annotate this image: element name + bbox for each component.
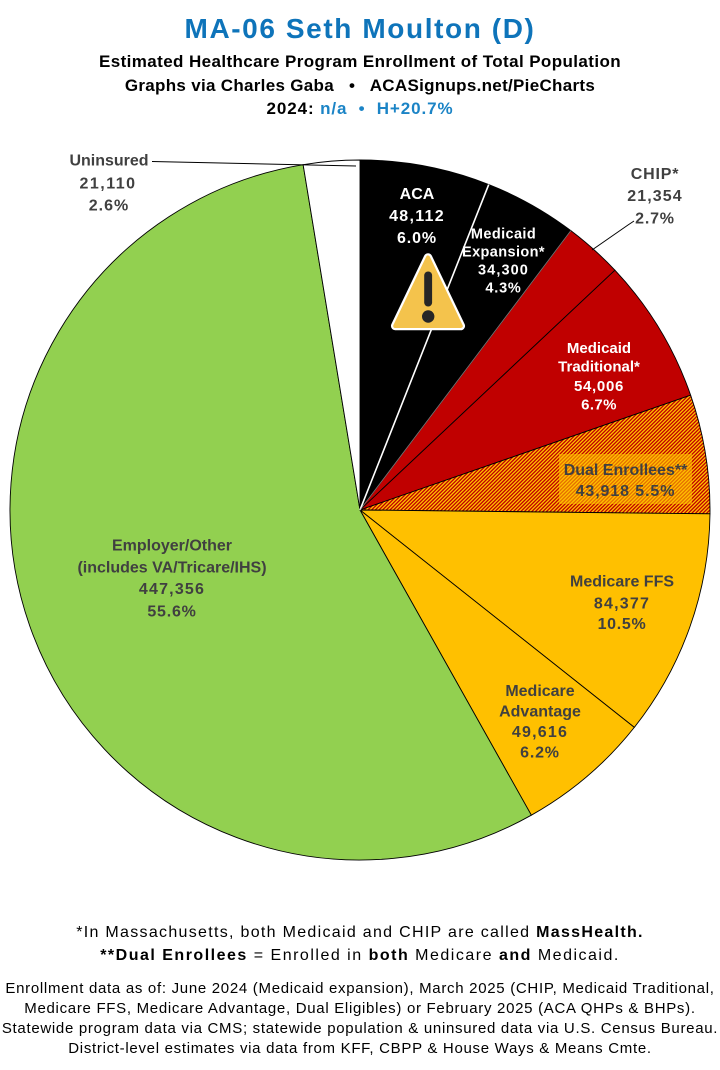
svg-text:CHIP*: CHIP* xyxy=(631,166,679,183)
svg-text:Medicare FFS: Medicare FFS xyxy=(570,574,674,591)
svg-text:Medicaid: Medicaid xyxy=(471,227,536,243)
svg-text:Medicaid: Medicaid xyxy=(567,340,631,357)
svg-text:2.7%: 2.7% xyxy=(635,210,675,227)
svg-text:Employer/Other: Employer/Other xyxy=(112,538,232,555)
svg-text:49,616: 49,616 xyxy=(512,724,568,741)
svg-text:84,377: 84,377 xyxy=(594,596,650,613)
svg-text:(includes VA/Tricare/IHS): (includes VA/Tricare/IHS) xyxy=(77,560,266,577)
svg-text:34,300: 34,300 xyxy=(478,263,529,279)
svg-text:6.0%: 6.0% xyxy=(397,230,437,247)
svg-text:54,006: 54,006 xyxy=(574,378,624,395)
svg-text:6.7%: 6.7% xyxy=(581,397,617,414)
svg-text:Dual Enrollees**: Dual Enrollees** xyxy=(564,462,688,479)
svg-text:ACA: ACA xyxy=(400,186,435,203)
svg-text:447,356: 447,356 xyxy=(139,581,205,598)
svg-text:Expansion*: Expansion* xyxy=(462,245,545,261)
svg-text:21,354: 21,354 xyxy=(627,188,683,205)
svg-text:Advantage: Advantage xyxy=(499,704,581,721)
svg-text:10.5%: 10.5% xyxy=(598,616,647,633)
svg-text:6.2%: 6.2% xyxy=(520,745,560,762)
svg-text:48,112: 48,112 xyxy=(389,208,445,225)
svg-text:Uninsured: Uninsured xyxy=(69,153,148,170)
svg-text:55.6%: 55.6% xyxy=(147,604,196,621)
svg-text:21,110: 21,110 xyxy=(79,176,136,193)
svg-text:43,918 5.5%: 43,918 5.5% xyxy=(576,483,676,500)
svg-text:2.6%: 2.6% xyxy=(89,198,129,215)
svg-text:Traditional*: Traditional* xyxy=(558,359,640,376)
svg-text:4.3%: 4.3% xyxy=(485,281,521,297)
svg-text:Medicare: Medicare xyxy=(505,683,574,700)
